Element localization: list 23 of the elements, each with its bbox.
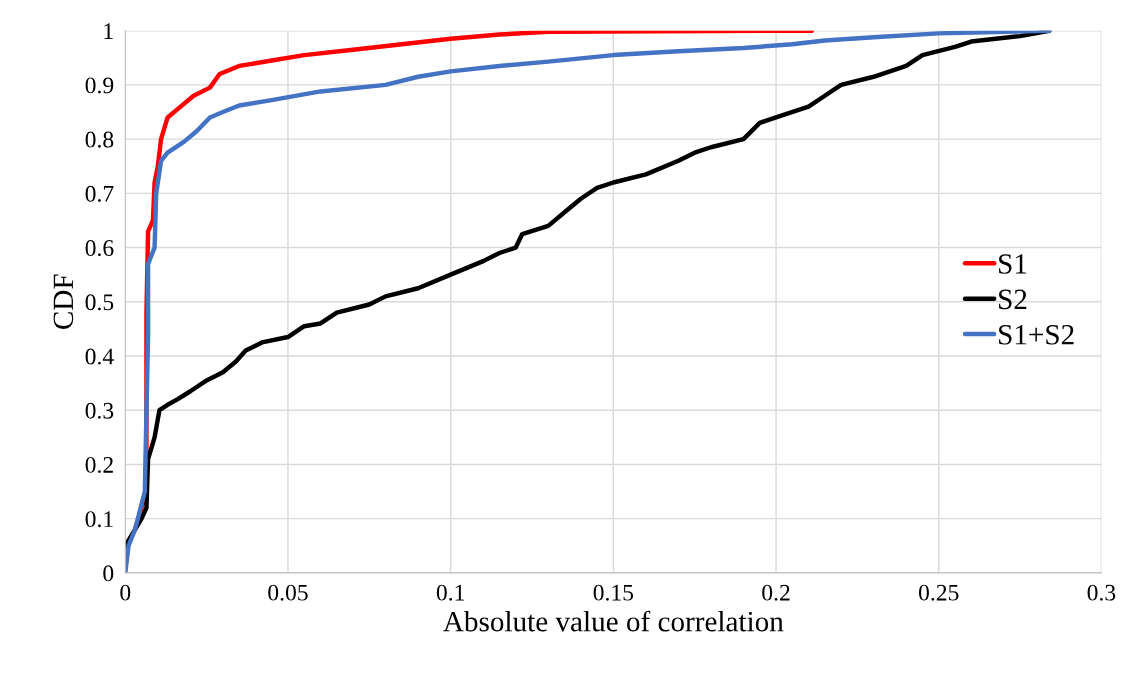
y-tick-label: 0.8: [85, 131, 114, 148]
y-tick-label: 0: [103, 565, 114, 582]
x-tick-label: 0.1: [436, 584, 464, 601]
y-tick-label: 0.2: [85, 456, 113, 473]
y-tick-label: 0.5: [85, 294, 114, 311]
legend-label: S2: [999, 289, 1027, 310]
x-tick-label: 0.3: [1087, 584, 1116, 601]
y-tick-label: 0.4: [85, 348, 114, 365]
x-tick-label: 0.25: [918, 584, 959, 601]
y-tick-label: 0.1: [85, 511, 113, 528]
x-tick-label: 0: [120, 584, 131, 601]
x-axis-title: Absolute value of correlation: [443, 610, 784, 632]
y-tick-label: 0.6: [85, 240, 114, 257]
legend-label: S1: [999, 254, 1027, 274]
y-tick-label: 0.7: [85, 185, 114, 202]
legend-label: S1+S2: [999, 324, 1074, 345]
x-tick-label: 0.2: [762, 584, 790, 601]
x-tick-label: 0.05: [268, 584, 308, 601]
y-tick-label: 0.3: [85, 402, 114, 419]
y-tick-label: 0.9: [85, 77, 114, 94]
y-axis-title: CDF: [53, 274, 74, 329]
x-tick-label: 0.15: [593, 584, 634, 601]
y-tick-label: 1: [104, 23, 113, 39]
